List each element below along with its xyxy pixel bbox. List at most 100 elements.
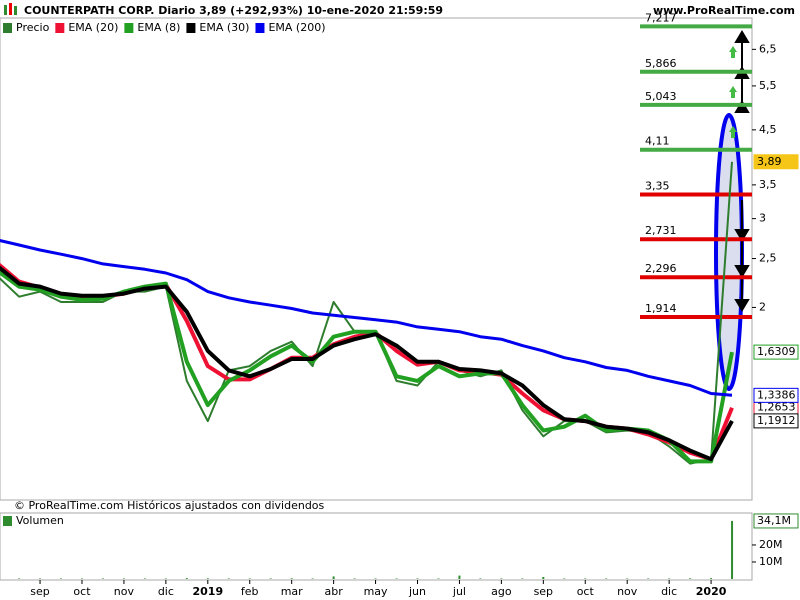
last-value-box — [753, 154, 799, 170]
volume-bar — [710, 578, 713, 579]
last-value-label: 1,3386 — [757, 388, 796, 401]
x-tick-label: 2019 — [192, 585, 223, 598]
volume-bar — [542, 576, 545, 579]
volume-bar — [311, 578, 314, 579]
volume-bar — [248, 578, 251, 579]
volume-bar — [521, 578, 524, 579]
volume-bar — [563, 578, 566, 579]
x-tick-label: oct — [73, 585, 91, 598]
chart-title: COUNTERPATH CORP. Diario 3,89 (+292,93%)… — [24, 4, 443, 17]
x-tick-label: ago — [491, 585, 512, 598]
y-tick-label: 5,5 — [759, 79, 777, 92]
legend-swatch — [3, 516, 12, 526]
x-tick-label: feb — [241, 585, 259, 598]
legend-label: EMA (20) — [68, 21, 118, 34]
volume-bar — [416, 578, 419, 579]
volume-bar — [60, 578, 63, 579]
y-tick-label: 3,5 — [759, 178, 777, 191]
x-tick-label: jun — [408, 585, 426, 598]
level-label: 5,043 — [645, 90, 677, 103]
x-tick-label: jul — [452, 585, 466, 598]
volume-bar — [39, 578, 42, 579]
legend-swatch — [255, 23, 265, 33]
last-value-label: 1,1912 — [757, 414, 796, 427]
y-tick-label: 10M — [759, 555, 783, 568]
y-tick-label: 3 — [759, 212, 766, 225]
source: www.ProRealTime.com — [653, 4, 795, 17]
volume-bar — [437, 578, 440, 579]
last-value-box — [753, 387, 799, 403]
volume-bar — [689, 578, 692, 579]
volume-bar — [647, 578, 650, 579]
volume-bar — [395, 578, 398, 579]
level-label: 2,296 — [645, 262, 677, 275]
legend-label: EMA (8) — [137, 21, 180, 34]
y-tick-label: 4,5 — [759, 123, 777, 136]
x-tick-label: nov — [617, 585, 638, 598]
volume-bar — [206, 578, 209, 579]
volume-bar — [122, 578, 125, 579]
level-label: 1,914 — [645, 302, 677, 315]
y-tick-label: 2 — [759, 300, 766, 313]
y-tick-label: 2,5 — [759, 252, 777, 265]
footnote: © ProRealTime.com Históricos ajustados c… — [14, 499, 325, 512]
volume-bar — [227, 578, 230, 579]
x-tick-label: dic — [661, 585, 677, 598]
x-tick-label: mar — [281, 585, 303, 598]
x-tick-label: nov — [114, 585, 135, 598]
volume-bar — [458, 575, 461, 579]
volume-bar — [185, 578, 188, 579]
volume-bar — [101, 578, 104, 579]
volume-bar — [500, 578, 503, 579]
x-tick-label: oct — [577, 585, 595, 598]
volume-bar — [605, 578, 608, 579]
signal-arrows — [729, 46, 737, 138]
last-value-label: 1,6309 — [757, 345, 796, 358]
series-line — [0, 239, 733, 397]
legend-label: EMA (30) — [199, 21, 249, 34]
volume-bar — [332, 576, 335, 579]
volume-bar — [18, 578, 21, 579]
last-value-label: 1,2653 — [757, 401, 796, 414]
legend-label: Volumen — [16, 514, 64, 527]
last-value-label: 34,1M — [757, 514, 791, 527]
x-tick-label: may — [364, 585, 388, 598]
legend-label: Precio — [16, 21, 50, 34]
series-line — [0, 265, 734, 462]
volume-panel — [0, 512, 753, 581]
volume-bar — [269, 578, 272, 579]
x-tick-label: 2020 — [696, 585, 727, 598]
x-tick-label: dic — [158, 585, 174, 598]
volume-bar — [731, 520, 734, 579]
level-label: 5,866 — [645, 57, 677, 70]
legend-swatch — [186, 23, 196, 33]
last-value-box — [753, 344, 799, 360]
last-value-box — [753, 413, 799, 429]
level-label: 7,217 — [645, 11, 677, 24]
volume-bar — [164, 578, 167, 579]
legend-label: EMA (200) — [268, 21, 325, 34]
volume-bar — [374, 578, 377, 579]
y-tick-label: 6,5 — [759, 42, 777, 55]
legend-swatch — [124, 23, 134, 33]
volume-bar — [143, 578, 146, 579]
candle-icon — [4, 3, 17, 15]
last-value-box — [753, 513, 799, 529]
price-panel — [0, 17, 753, 501]
volume-bar — [626, 578, 629, 579]
last-value-label: 3,89 — [757, 155, 782, 168]
y-tick-label: 20M — [759, 538, 783, 551]
level-label: 3,35 — [645, 179, 670, 192]
level-label: 4,11 — [645, 135, 670, 148]
x-tick-label: sep — [30, 585, 49, 598]
x-tick-label: sep — [534, 585, 553, 598]
volume-bar — [479, 578, 482, 579]
volume-bar — [290, 578, 293, 579]
volume-bar — [668, 578, 671, 579]
legend-swatch — [3, 23, 12, 33]
volume-bar — [80, 578, 83, 579]
level-label: 2,731 — [645, 224, 677, 237]
x-tick-label: abr — [324, 585, 343, 598]
legend-swatch — [55, 23, 65, 33]
